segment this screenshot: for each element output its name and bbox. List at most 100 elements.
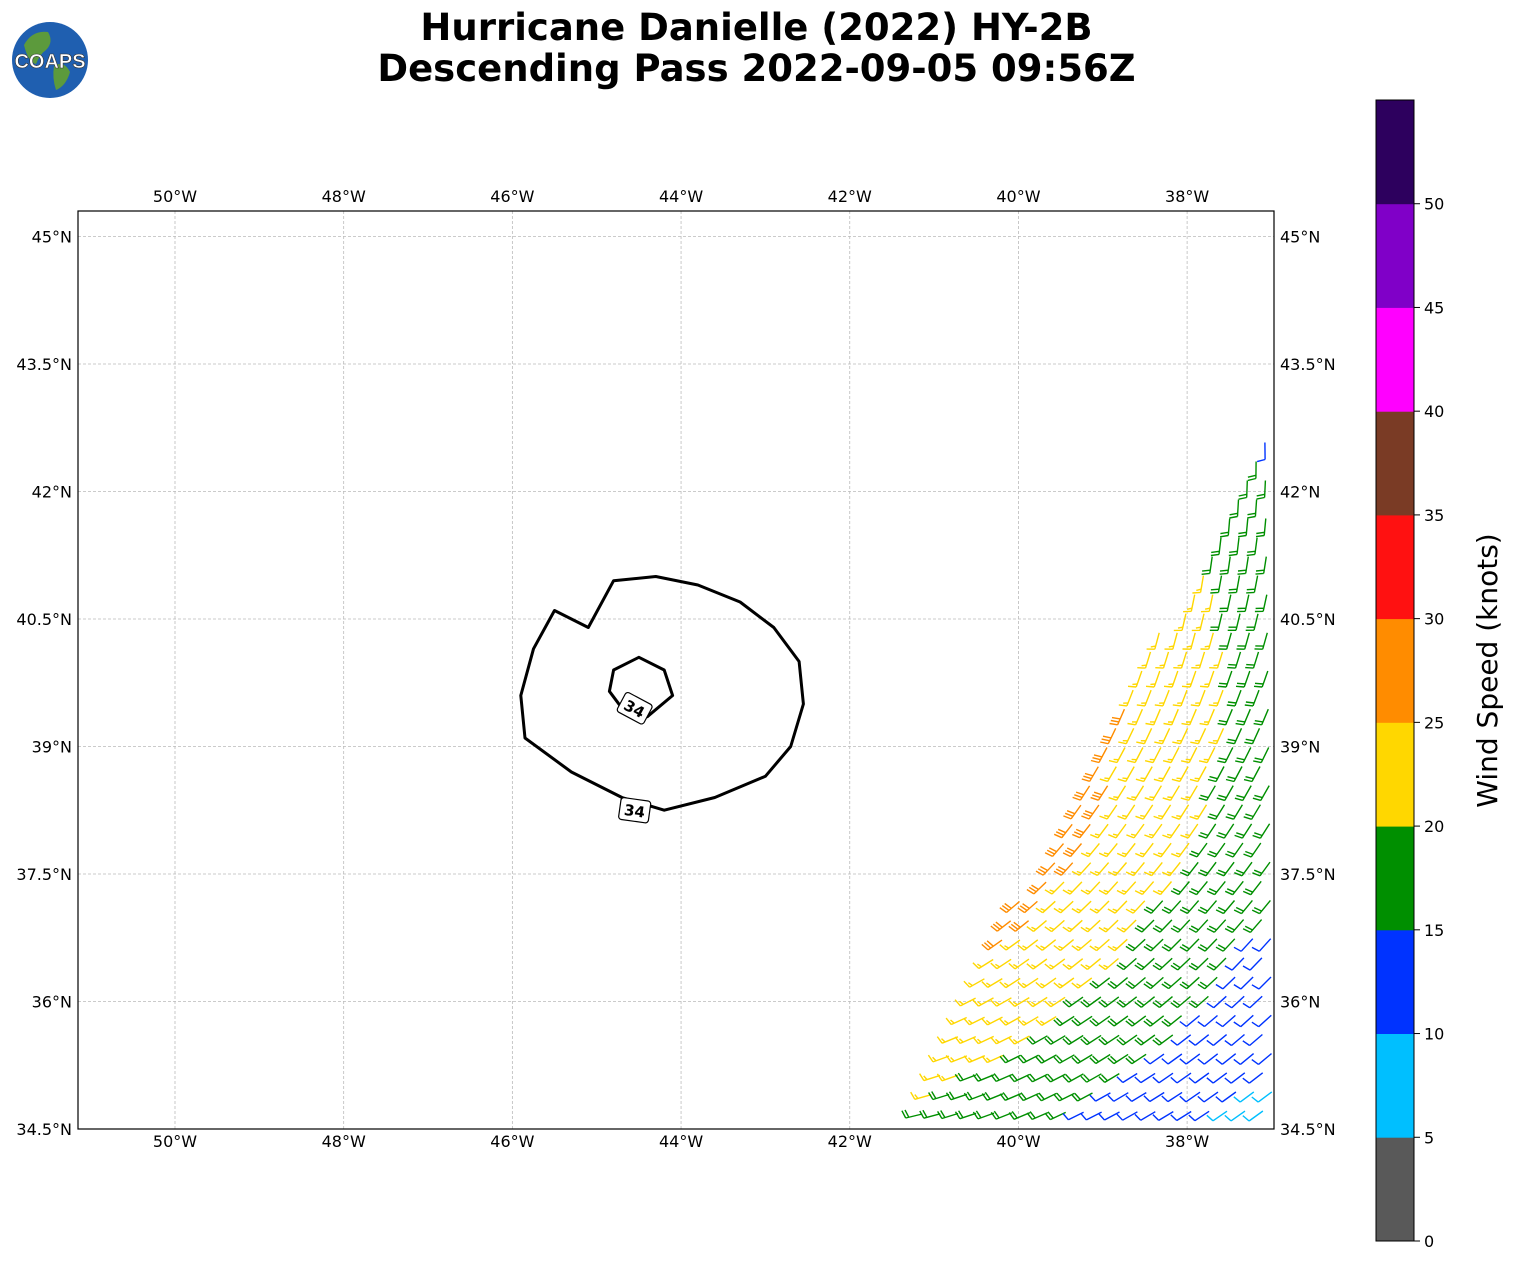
wind-barb [1152,957,1173,971]
wind-barb [972,1110,995,1120]
wind-barb [1117,804,1136,820]
wind-barb [1053,862,1074,876]
wind-barb [1098,919,1119,933]
wind-barb [1215,1091,1237,1103]
wind-barb [1080,1034,1102,1046]
wind-barb [1206,1110,1228,1122]
wind-barb [1236,594,1250,613]
wind-barb [1238,480,1248,500]
wind-barb [1197,1014,1218,1028]
wind-barb [1189,766,1207,783]
contour-34kt: 34 34 [519,575,805,824]
wind-barb [1256,480,1267,500]
wind-barb [1207,842,1226,858]
wind-barb [1170,1072,1192,1084]
wind-barb [1118,727,1135,745]
wind-barb [1189,842,1208,858]
wind-barb [1173,651,1188,669]
lon-tick-label: 38°W [1165,1132,1209,1151]
wind-barb [1246,537,1258,557]
wind-barb [1026,920,1047,932]
wind-barb [990,1035,1012,1045]
wind-barb [1144,747,1162,764]
wind-barb [1116,1034,1138,1046]
wind-barb [1170,1034,1192,1046]
wind-barb [1098,996,1120,1008]
wind-barb [1098,1073,1120,1083]
wind-barb [1188,919,1209,933]
wind-barb [1235,670,1251,688]
wind-barb [1035,1054,1057,1064]
wind-barb [1206,995,1227,1009]
wind-barb [1215,1014,1236,1028]
wind-barb [1152,1072,1174,1084]
wind-barb [1227,613,1241,631]
wind-barb [1164,632,1178,650]
wind-barb [1161,1091,1183,1103]
wind-barb [1090,823,1109,839]
wind-barb [1044,1035,1066,1045]
wind-barb [1080,1111,1102,1121]
wind-barb [1134,1111,1156,1121]
wind-barb [1215,976,1236,990]
wind-barb [1080,919,1101,933]
lat-tick-label: 42°N [32,483,72,502]
wind-barb [1044,843,1065,858]
wind-barb [1251,1014,1272,1028]
wind-barb [1233,1091,1255,1103]
wind-barb [1152,1034,1174,1046]
wind-barb [1126,785,1145,801]
wind-barb [1126,747,1144,764]
title-line-1: Hurricane Danielle (2022) HY-2B [420,6,1093,49]
wind-barb [972,1072,995,1082]
wind-barb [1198,747,1216,764]
wind-barb [1145,670,1161,688]
lon-tick-label: 50°W [153,187,197,206]
wind-barb [1218,632,1232,650]
wind-barb [1154,689,1170,707]
wind-barb [1008,1073,1030,1083]
lon-tick-label: 40°W [996,1132,1040,1151]
wind-barb [1162,785,1180,801]
wind-barb [1154,728,1171,745]
wind-barb [1071,1092,1093,1102]
wind-barb [1179,938,1200,952]
wind-barb [1072,785,1091,801]
wind-barb [1044,881,1065,895]
lat-tick-label: 36°N [32,993,72,1012]
wind-barb [1190,689,1206,707]
wind-barb [1206,919,1227,933]
wind-barb [1189,804,1208,820]
wind-barb [1063,804,1082,820]
wind-barb [1216,823,1235,839]
wind-barb [1099,766,1117,783]
wind-barb [1117,766,1135,783]
wind-barb [1237,518,1249,538]
wind-barb [1251,1091,1273,1103]
wind-barb [1245,613,1259,631]
wind-barb [1109,708,1126,726]
wind-barb [1143,1015,1165,1027]
wind-barb [1218,594,1232,613]
wind-barb [1188,1110,1210,1122]
lat-tick-label: 37.5°N [1280,865,1336,884]
lat-tick-label: 34.5°N [1280,1120,1336,1139]
wind-barb [1180,747,1198,764]
wind-barb [1190,728,1207,745]
wind-barb [1026,881,1047,895]
contour-label: 34 [618,797,652,824]
wind-barb [945,1091,968,1101]
wind-barb [1215,938,1236,952]
wind-barb [1062,843,1083,858]
wind-barb [1191,651,1206,669]
wind-barb [1188,1072,1210,1084]
wind-barb [1107,1053,1129,1065]
wind-barb [1217,670,1233,688]
wind-barb [990,997,1012,1007]
wind-barb [1209,651,1224,669]
wind-barb [1008,1110,1031,1120]
wind-barb [1127,670,1143,688]
wind-barb [999,1054,1021,1064]
wind-barb [1044,919,1065,933]
wind-barb [1155,651,1170,669]
